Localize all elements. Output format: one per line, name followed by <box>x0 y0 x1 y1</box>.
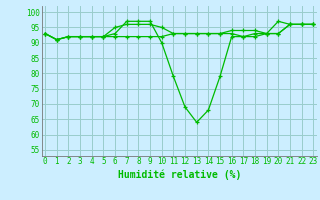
X-axis label: Humidité relative (%): Humidité relative (%) <box>117 169 241 180</box>
